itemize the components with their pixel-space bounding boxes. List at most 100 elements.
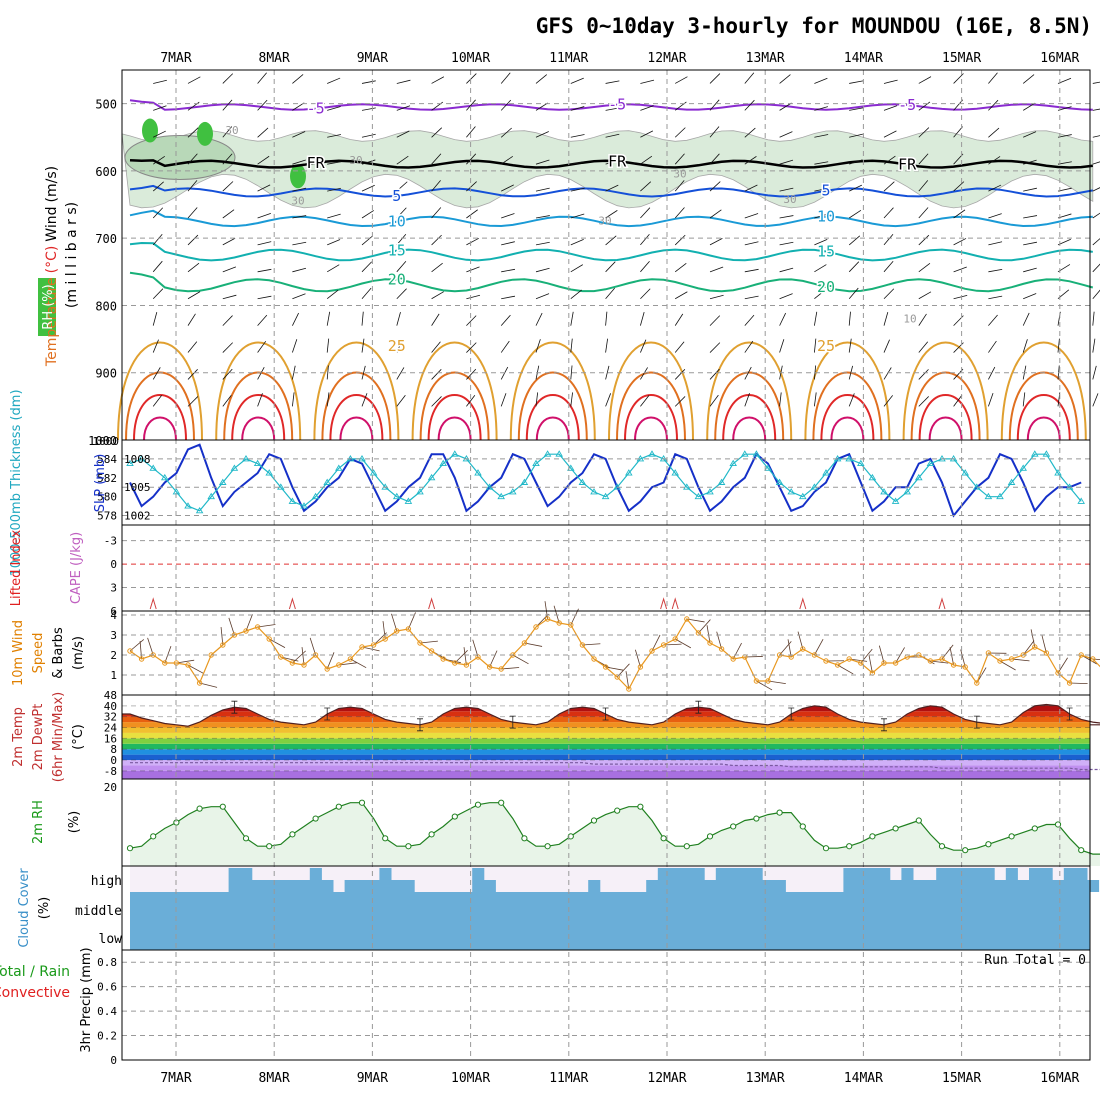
rh-contour-label: 10	[903, 312, 916, 325]
rh-high-patch	[197, 122, 213, 146]
warm-layer-contour	[224, 373, 292, 441]
wind-barb	[988, 242, 1002, 245]
surface-wind-barb	[1000, 661, 1016, 670]
date-label-bottom: 16MAR	[1040, 1071, 1079, 1086]
wind-barb	[988, 367, 994, 379]
cloud-high-bar	[890, 880, 902, 892]
wind-barb	[745, 73, 754, 84]
cape-mark	[429, 599, 435, 609]
temp-band	[122, 722, 1090, 727]
cloud-high-bar	[240, 868, 252, 892]
rh-point	[893, 826, 898, 831]
wind-barb	[640, 340, 646, 353]
cloud-high-bar	[971, 868, 983, 892]
date-label-top: 15MAR	[942, 51, 981, 66]
surface-wind-barb	[501, 667, 519, 669]
thickness-top-tick: 1000	[93, 435, 120, 448]
wind-barb	[501, 367, 508, 379]
rh-point	[1079, 848, 1084, 853]
wind-barb	[466, 316, 476, 326]
panel-frame-wind	[122, 611, 1090, 695]
rh-contour-label: 30	[673, 168, 686, 181]
isotherm-label: 10	[817, 208, 835, 226]
wind-barb	[153, 312, 157, 326]
upper-panel-ylabel: Temperature(°C)Wind(m/s)	[44, 166, 60, 367]
wind-barb	[884, 261, 893, 272]
wind-barb	[640, 234, 649, 245]
wind-barb	[710, 238, 722, 245]
precip-tick-label: 0	[110, 1054, 117, 1067]
date-label-top: 14MAR	[844, 51, 883, 66]
wind-barb	[988, 100, 998, 110]
wind-barb	[258, 269, 272, 272]
rh-point	[243, 836, 248, 841]
wind-barb	[571, 392, 573, 406]
wind-barb	[501, 315, 510, 326]
wind-barb	[292, 294, 305, 299]
rh-contour-label: 30	[291, 195, 304, 208]
wind-barb	[780, 268, 794, 272]
wind-barb	[258, 100, 268, 110]
wind-barb	[640, 312, 644, 325]
wind-tick-label: 4	[110, 609, 117, 622]
wind-barb	[501, 269, 515, 272]
wind-barb	[327, 265, 339, 272]
rh-point	[777, 810, 782, 815]
cloud-high-bar	[913, 880, 925, 892]
wind-barb	[919, 263, 930, 271]
warm-layer-contour	[413, 343, 497, 441]
wind-barb	[988, 128, 999, 137]
wind-barb	[432, 235, 442, 245]
rh-point	[963, 848, 968, 853]
warm-layer-contour	[144, 418, 176, 441]
wind-barb	[188, 292, 200, 299]
wind-barb	[884, 234, 893, 245]
cloud-high-bar	[983, 868, 995, 892]
wind-barb	[258, 296, 272, 299]
run-total-label: Run Total = 0	[984, 953, 1086, 968]
wind-barb	[675, 314, 683, 326]
cloud-high-bar	[774, 880, 786, 892]
wind-barb	[1093, 262, 1100, 272]
wind-barb	[919, 369, 929, 379]
cloud-level-label: low	[99, 932, 123, 947]
rh-point	[429, 832, 434, 837]
pressure-unit-label: (m i l l i b a r s)	[64, 202, 80, 308]
warm-layer-contour	[242, 418, 274, 441]
precip-total-label: Total / Rain	[0, 964, 70, 980]
cloud-high-bar	[936, 868, 948, 892]
wind-barb	[675, 128, 685, 138]
wind-barb	[466, 74, 476, 84]
wind-barb	[814, 339, 815, 353]
rh-point	[406, 844, 411, 849]
wind-barb	[1093, 185, 1100, 191]
wind-barb	[849, 339, 851, 353]
wind-barb	[640, 208, 649, 218]
cloud-high-bar	[727, 868, 739, 892]
panel-frame-precip	[122, 950, 1090, 1060]
wind-barb	[1093, 288, 1100, 299]
wind-barb	[884, 368, 891, 380]
chart-title: GFS 0~10day 3-hourly for MOUNDOU (16E, 8…	[536, 14, 1092, 38]
rh-contour-label: 30	[349, 154, 362, 167]
temp-band	[122, 744, 1090, 749]
wind-barb	[814, 265, 826, 272]
pressure-tick-label: 500	[95, 98, 117, 112]
warm-layer-contour	[314, 343, 398, 441]
cloud-high-bar	[762, 880, 774, 892]
rh-point	[847, 844, 852, 849]
isotherm-label: -5	[898, 96, 916, 114]
wind-barb	[675, 292, 687, 299]
cloud-high-bar	[472, 868, 484, 892]
cloud-high-bar	[1029, 868, 1041, 892]
wind-barb	[292, 392, 294, 406]
surface-wind-barb	[513, 655, 529, 664]
isotherm-label: 25	[388, 337, 406, 355]
temp-band	[122, 695, 1090, 700]
wind-barb	[397, 80, 411, 83]
wind-barb	[501, 296, 515, 299]
rh-point	[475, 802, 480, 807]
wind-ylabel-line: & Barbs	[51, 627, 66, 679]
wind-barb	[362, 134, 376, 137]
